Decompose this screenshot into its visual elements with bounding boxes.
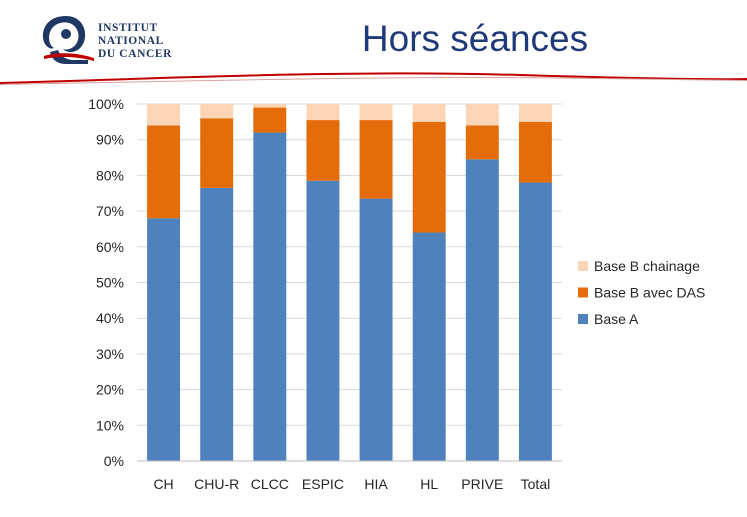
y-tick-label: 60% xyxy=(96,239,124,255)
x-tick-label: PRIVE xyxy=(461,476,503,492)
y-tick-label: 80% xyxy=(96,167,124,183)
legend-swatch xyxy=(578,261,588,271)
bar-segment xyxy=(465,125,499,160)
legend-label: Base B chainage xyxy=(594,258,700,274)
logo-line-3: DU CANCER xyxy=(98,48,173,60)
x-tick-label: CHU-R xyxy=(194,476,239,492)
bar-segment xyxy=(306,104,340,121)
y-tick-label: 40% xyxy=(96,310,124,326)
logo-mark-icon xyxy=(42,16,94,64)
legend-label: Base A xyxy=(594,311,639,327)
bar-segment xyxy=(200,118,234,188)
bar-segment xyxy=(147,218,181,461)
x-tick-label: HL xyxy=(420,476,438,492)
bar-segment xyxy=(359,104,393,121)
axis-layer: 0% 10% 20% 30% 40% 50% 60% 70% 80% 90% 100% CH CHU-R… xyxy=(88,96,562,492)
bar-segment xyxy=(465,159,499,461)
legend-swatch xyxy=(578,287,588,298)
bar-segment xyxy=(147,104,181,126)
y-tick-label: 20% xyxy=(96,382,124,398)
bar-segment xyxy=(253,104,287,108)
legend-layer: Base B chainage Base B avec DAS Base A xyxy=(578,258,705,327)
x-tick-label: CLCC xyxy=(251,476,289,492)
bar-segment xyxy=(359,120,393,199)
x-tick-label: Total xyxy=(521,476,551,492)
slide-title: Hors séances xyxy=(361,18,589,59)
y-tick-label: 30% xyxy=(96,346,124,362)
bar-layer xyxy=(147,104,552,462)
bar-segment xyxy=(200,187,234,461)
y-tick-label: 10% xyxy=(96,417,124,433)
bar-segment xyxy=(518,182,552,462)
y-tick-label: 50% xyxy=(96,275,124,291)
y-tick-label: 0% xyxy=(104,453,124,469)
bar-segment xyxy=(147,125,181,219)
bar-segment xyxy=(253,132,287,461)
bar-segment xyxy=(412,104,446,122)
legend-swatch xyxy=(578,314,588,324)
logo-line-1: INSTITUT xyxy=(98,22,158,34)
title-rule xyxy=(0,72,747,85)
y-tick-label: 100% xyxy=(88,96,124,112)
bar-segment xyxy=(412,121,446,233)
bar-segment xyxy=(253,107,287,133)
bar-segment xyxy=(359,198,393,462)
y-tick-label: 90% xyxy=(96,132,124,148)
institut-national-du-cancer-logo: INSTITUT NATIONAL DU CANCER xyxy=(36,12,176,68)
bar-segment xyxy=(306,180,340,461)
bar-segment xyxy=(306,120,340,181)
y-tick-label: 70% xyxy=(96,203,124,219)
bar-segment xyxy=(518,121,552,183)
x-tick-label: HIA xyxy=(364,476,388,492)
x-tick-label: CH xyxy=(153,476,173,492)
logo-line-2: NATIONAL xyxy=(98,35,164,47)
bar-segment xyxy=(200,104,234,119)
x-tick-label: ESPIC xyxy=(302,476,344,492)
bar-segment xyxy=(465,104,499,126)
legend-label: Base B avec DAS xyxy=(594,285,705,301)
logo-text: INSTITUT NATIONAL DU CANCER xyxy=(98,22,178,61)
bar-segment xyxy=(518,104,552,122)
bar-segment xyxy=(412,232,446,461)
